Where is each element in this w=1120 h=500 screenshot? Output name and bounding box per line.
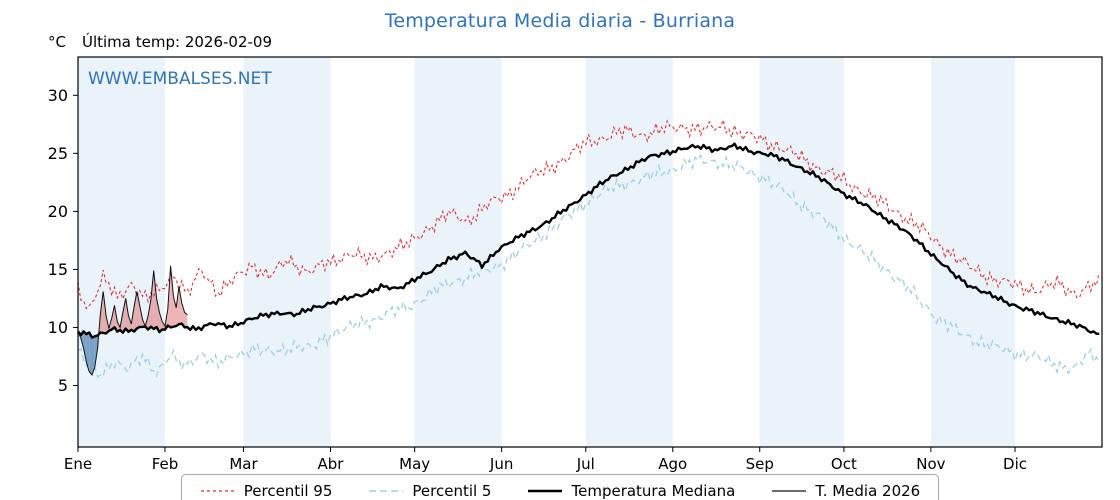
- fill-above-median: [150, 270, 154, 329]
- t-media-2026-line: [77, 265, 188, 377]
- y-tick-label: 20: [48, 202, 68, 221]
- fill-above-median: [179, 286, 182, 325]
- y-tick-label: 10: [48, 318, 68, 337]
- month-band: [78, 57, 165, 447]
- month-band: [243, 57, 331, 447]
- month-band: [414, 57, 502, 447]
- legend-line-sample-p5: [369, 490, 404, 492]
- x-tick-label: Jun: [489, 455, 513, 473]
- page-title: Temperatura Media diaria - Burriana: [384, 10, 736, 32]
- percentil-5-line: [77, 153, 1100, 378]
- x-tick-label: Nov: [916, 455, 945, 473]
- percentil-95-line: [77, 118, 1100, 310]
- fill-below-median: [86, 332, 90, 372]
- fill-above-median: [134, 291, 137, 332]
- fill-below-median: [83, 331, 87, 363]
- fill-above-median: [103, 291, 107, 334]
- fill-above-median: [128, 315, 132, 332]
- month-band: [930, 57, 1016, 447]
- fill-above-median: [153, 270, 157, 329]
- x-axis: Ene Feb Mar Abr May Jun Jul Ago Sep Oct Nov Dic: [64, 447, 1027, 473]
- month-band: [759, 57, 844, 447]
- fill-above-median: [136, 291, 140, 329]
- legend-label: Percentil 95: [243, 482, 333, 500]
- axis-header: °C Última temp: 2026-02-09: [48, 33, 272, 51]
- x-tick-label: Ago: [658, 455, 687, 473]
- x-tick-label: Oct: [831, 455, 857, 473]
- legend-line-sample-t2026: [772, 490, 807, 492]
- month-band: [585, 57, 673, 447]
- fill-above-median: [170, 265, 174, 328]
- watermark-text: WWW.EMBALSES.NET: [88, 69, 272, 89]
- x-tick-label: Sep: [746, 455, 774, 473]
- fill-above-median: [111, 305, 115, 330]
- legend-item-p95: Percentil 95: [200, 482, 333, 500]
- fill-above-median: [122, 298, 126, 333]
- legend-item-p5: Percentil 5: [368, 482, 491, 500]
- fill-above-median: [173, 296, 177, 327]
- fill-above-median: [176, 286, 179, 326]
- y-axis: 5 10 15 20 25 30: [48, 86, 78, 395]
- x-tick-label: Dic: [1003, 455, 1027, 473]
- x-tick-label: Jul: [576, 455, 595, 473]
- temperatura-mediana-line: [77, 142, 1100, 339]
- x-tick-label: May: [399, 455, 430, 473]
- legend-line-sample-median: [528, 489, 563, 493]
- fill-below-median: [89, 332, 92, 375]
- fill-below-median: [92, 336, 95, 375]
- y-tick-label: 25: [48, 144, 68, 163]
- y-tick-label: 5: [58, 376, 68, 395]
- last-temp-label: Última temp: 2026-02-09: [81, 33, 272, 51]
- y-tick-label: 30: [48, 86, 68, 105]
- legend-item-median: Temperatura Mediana: [527, 482, 735, 500]
- fill-above-median: [159, 312, 163, 333]
- fill-above-median: [156, 298, 160, 333]
- fill-above-median: [181, 303, 185, 328]
- legend-item-t2026: T. Media 2026: [771, 482, 920, 500]
- fill-above-median: [184, 312, 188, 328]
- legend-label: Temperatura Mediana: [571, 482, 736, 500]
- x-tick-label: Mar: [229, 455, 258, 473]
- x-tick-label: Abr: [318, 455, 345, 473]
- legend-label: T. Media 2026: [815, 482, 921, 500]
- plot-border: [77, 56, 1103, 448]
- fill-above-median: [125, 298, 129, 332]
- y-tick-label: 15: [48, 260, 68, 279]
- legend-label: Percentil 5: [412, 482, 492, 500]
- legend: Percentil 95 Percentil 5 Temperatura Media…: [180, 474, 940, 500]
- x-tick-label: Ene: [64, 455, 92, 473]
- y-unit-label: °C: [48, 33, 66, 51]
- x-tick-label: Feb: [152, 455, 179, 473]
- fill-above-median: [100, 291, 104, 333]
- fill-above-median: [148, 299, 151, 330]
- legend-line-sample-p95: [200, 490, 235, 492]
- month-bands: [78, 57, 1016, 447]
